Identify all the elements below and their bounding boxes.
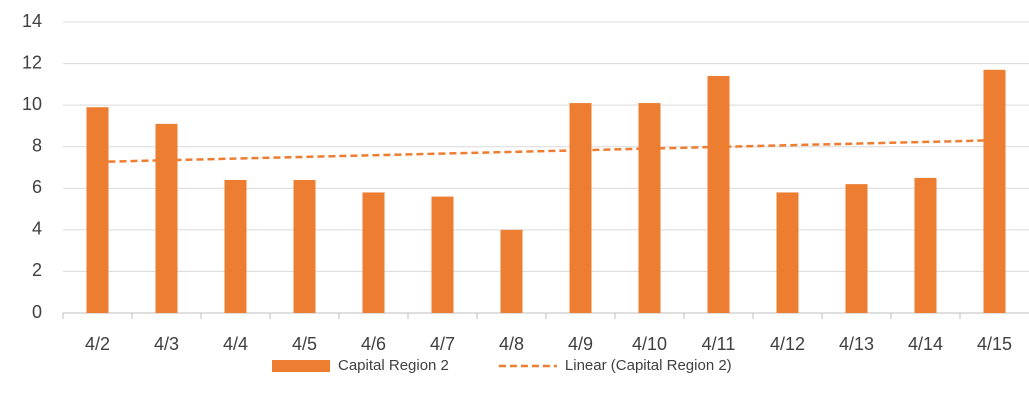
x-tick-label: 4/2 — [85, 334, 110, 354]
y-tick-label: 12 — [22, 52, 42, 72]
x-tick-label: 4/5 — [292, 334, 317, 354]
bar — [155, 123, 178, 313]
bar — [707, 76, 730, 314]
x-tick-label: 4/10 — [632, 334, 667, 354]
x-tick-label: 4/7 — [430, 334, 455, 354]
bar — [569, 103, 592, 313]
x-tick-label: 4/8 — [499, 334, 524, 354]
legend-swatch — [272, 360, 330, 372]
bar — [224, 179, 247, 313]
y-tick-label: 14 — [22, 11, 42, 31]
y-tick-label: 0 — [32, 302, 42, 322]
bar — [638, 103, 661, 313]
y-tick-label: 6 — [32, 177, 42, 197]
y-tick-label: 2 — [32, 260, 42, 280]
x-tick-label: 4/13 — [839, 334, 874, 354]
bar — [845, 184, 868, 313]
x-tick-label: 4/14 — [908, 334, 943, 354]
trend-line — [97, 139, 995, 164]
y-tick-label: 10 — [22, 94, 42, 114]
bar — [776, 192, 799, 313]
x-tick-label: 4/9 — [568, 334, 593, 354]
legend-label: Capital Region 2 — [338, 357, 449, 374]
x-tick-label: 4/15 — [977, 334, 1012, 354]
x-tick-label: 4/11 — [702, 334, 736, 354]
bar — [914, 177, 937, 313]
bar — [293, 179, 316, 313]
x-tick-label: 4/6 — [361, 334, 386, 354]
legend-label: Linear (Capital Region 2) — [565, 357, 732, 374]
bar — [983, 69, 1006, 313]
x-tick-label: 4/4 — [223, 334, 248, 354]
bar — [431, 196, 454, 313]
bar — [86, 107, 109, 313]
bar — [362, 192, 385, 313]
x-tick-label: 4/3 — [154, 334, 179, 354]
y-tick-label: 8 — [32, 135, 42, 155]
x-tick-label: 4/12 — [770, 334, 805, 354]
y-tick-label: 4 — [32, 219, 42, 239]
bar — [500, 229, 523, 313]
